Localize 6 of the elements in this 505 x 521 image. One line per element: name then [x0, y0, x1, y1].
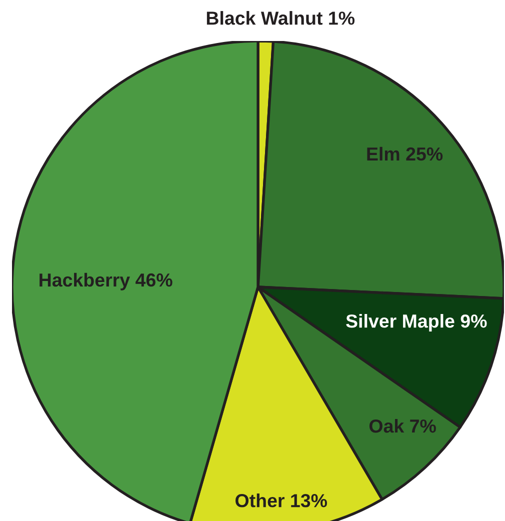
slice-label: Hackberry 46%	[40, 272, 172, 290]
slice-label: Silver Maple 9%	[346, 314, 487, 332]
slice-label: Elm 25%	[367, 146, 443, 161]
slice-label: Other 13%	[236, 494, 327, 508]
slice-label: Black Walnut 1%	[206, 11, 355, 25]
slice-label: Oak 7%	[369, 418, 436, 433]
